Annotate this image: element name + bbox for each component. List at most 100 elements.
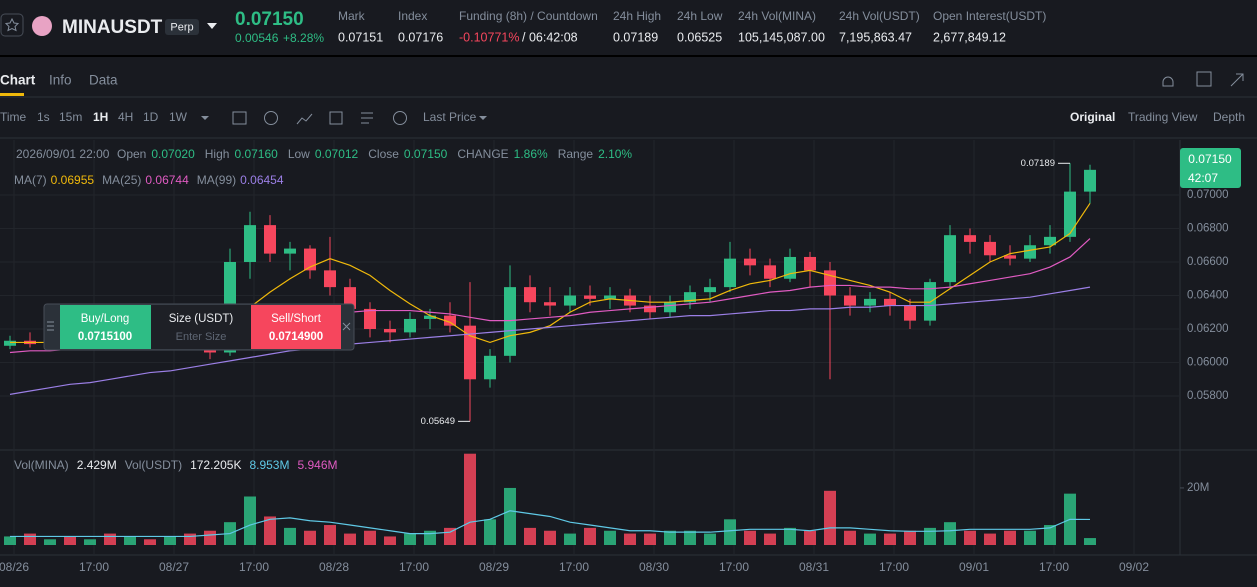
volume-bar (424, 530, 436, 545)
tab[interactable]: Info (49, 73, 72, 88)
tab[interactable]: Chart (0, 73, 36, 88)
ma-label: MA(25) (102, 173, 141, 187)
interval[interactable]: 4H (118, 110, 133, 124)
star-icon (4, 17, 20, 32)
candle-body (1044, 236, 1056, 246)
info-label: Open (117, 147, 146, 161)
info-label: Range (558, 147, 594, 161)
sell-label: Sell/Short (271, 313, 322, 325)
candle-body (1004, 255, 1016, 259)
info-label: High (205, 147, 230, 161)
y-tick-label: 0.06400 (1187, 290, 1229, 302)
volume-bar (384, 536, 396, 545)
buy-button[interactable] (60, 305, 151, 349)
view-option[interactable]: Depth (1213, 110, 1245, 124)
view-option[interactable]: Original (1070, 110, 1115, 124)
candle-body (1084, 169, 1096, 192)
y-tick-label: 0.07000 (1187, 189, 1229, 201)
icon[interactable] (393, 111, 407, 125)
candle-body (724, 258, 736, 288)
view-option[interactable]: Trading View (1128, 110, 1198, 124)
icon[interactable] (296, 113, 313, 125)
info-value: 0.07012 (315, 147, 359, 161)
dropdown-icon[interactable] (201, 116, 209, 120)
info-value: 0.07160 (234, 147, 278, 161)
x-tick-label: 08/27 (159, 560, 189, 574)
interval[interactable]: 1D (143, 110, 159, 124)
candle-body (524, 287, 536, 303)
candle-body (344, 287, 356, 309)
volume-bar (44, 539, 56, 545)
icon[interactable] (232, 111, 247, 125)
price-change-pct: +8.28% (283, 31, 324, 45)
volume-bar (824, 490, 836, 545)
candle-body (244, 225, 256, 262)
stat-label: 24h Vol(MINA) (738, 9, 816, 23)
x-tick-label: 17:00 (79, 560, 109, 574)
sell-button[interactable] (251, 305, 341, 349)
y-tick-label: 20M (1187, 482, 1209, 494)
candle-body (1064, 191, 1076, 237)
candle-body (604, 295, 616, 299)
x-tick-label: 08/29 (479, 560, 509, 574)
size-input[interactable] (151, 305, 251, 349)
candle-body (844, 295, 856, 306)
volume-ma-line (10, 510, 1091, 538)
icon[interactable] (361, 112, 373, 124)
volume-bar (164, 536, 176, 545)
stat-label: 24h High (613, 9, 661, 23)
x-tick-label: 17:00 (399, 560, 429, 574)
interval[interactable]: 15m (59, 110, 82, 124)
x-tick-label: 17:00 (239, 560, 269, 574)
stat-value: 0.06525 (677, 30, 722, 44)
stat-value: -0.10771% (459, 30, 519, 44)
icon[interactable] (1162, 76, 1174, 87)
volume-bar (104, 533, 116, 545)
interval[interactable]: 1W (169, 110, 188, 124)
price-type[interactable]: Last Price (423, 110, 477, 124)
price-change: 0.00546 (235, 31, 279, 45)
candle-body (404, 318, 416, 333)
candle-body (864, 298, 876, 306)
icon[interactable] (329, 111, 343, 125)
volume-bar (124, 536, 136, 545)
volume-bar (864, 533, 876, 545)
volume-bar (884, 533, 896, 545)
candle-body (984, 241, 996, 256)
volume-bar (1084, 538, 1096, 545)
interval[interactable]: 1H (93, 110, 108, 124)
dropdown-icon[interactable] (479, 116, 487, 120)
sell-price: 0.0714900 (269, 331, 323, 343)
last-price: 0.07150 (235, 9, 304, 30)
symbol[interactable]: MINAUSDT (62, 17, 163, 38)
interval[interactable]: Time (0, 110, 27, 124)
icon[interactable] (264, 111, 278, 125)
low-label: 0.05649 (421, 416, 455, 427)
candle-body (1024, 245, 1036, 259)
icon[interactable] (1230, 73, 1244, 87)
stat-value: 0.07176 (398, 30, 443, 44)
info-value: 2.10% (598, 147, 632, 161)
candle-body (764, 265, 776, 279)
volume-bar (764, 533, 776, 545)
icon[interactable] (1196, 71, 1212, 87)
volume-legend-label: Vol(MINA) (14, 458, 69, 472)
stat-value: 2,677,849.12 (933, 30, 1006, 44)
stat-label: Funding (8h) / Countdown (459, 9, 598, 23)
dropdown-icon[interactable] (207, 23, 217, 29)
candle-body (924, 282, 936, 321)
volume-legend-label: Vol(USDT) (125, 458, 182, 472)
size-placeholder[interactable]: Enter Size (176, 331, 227, 343)
stat-value: / 06:42:08 (522, 30, 578, 44)
candle-body (564, 295, 576, 306)
interval[interactable]: 1s (37, 110, 50, 124)
close-icon[interactable] (342, 322, 351, 331)
candle-body (484, 355, 496, 380)
stat-label: Index (398, 9, 427, 23)
tab[interactable]: Data (89, 73, 118, 88)
favorite-button[interactable] (0, 13, 24, 37)
volume-bar (24, 533, 36, 545)
volume-bar (344, 533, 356, 545)
volume-bar (64, 536, 76, 545)
volume-bar (324, 525, 336, 545)
